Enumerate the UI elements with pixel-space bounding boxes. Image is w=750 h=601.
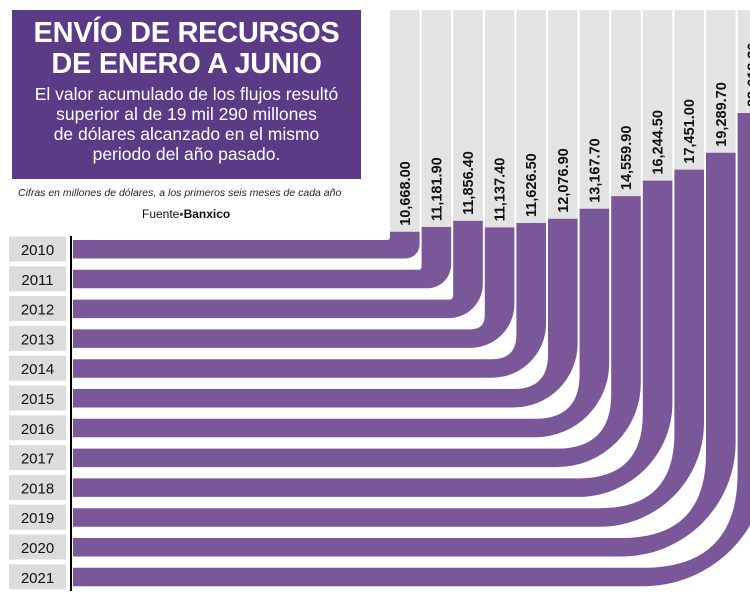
year-label-box [9, 296, 66, 322]
year-label-2011: 2011 [21, 272, 53, 289]
chart-subtitle: El valor acumulado de los flujos resultó… [12, 84, 361, 164]
bar-2015 [73, 218, 578, 408]
title-box: ENVÍO DE RECURSOS DE ENERO A JUNIO El va… [12, 10, 361, 179]
value-label-2010: 10,668.00 [398, 161, 414, 226]
bar-2011 [73, 227, 452, 289]
value-label-2016: 13,167.70 [587, 138, 603, 203]
bar-2010 [73, 231, 420, 259]
year-label-box [9, 564, 66, 590]
year-label-box [9, 504, 66, 530]
bars [73, 113, 750, 587]
year-label-2017: 2017 [21, 451, 54, 468]
year-label-2015: 2015 [21, 391, 54, 408]
chart-source: Fuente•Banxico [142, 207, 230, 221]
year-label-2021: 2021 [21, 570, 54, 587]
year-label-box [9, 385, 66, 411]
year-label-2010: 2010 [21, 242, 54, 259]
year-label-2014: 2014 [21, 361, 54, 378]
bar-2014 [73, 223, 546, 378]
year-label-box [9, 415, 66, 441]
column-background [548, 10, 578, 219]
value-label-2017: 14,559.90 [619, 126, 635, 191]
column-background [516, 10, 546, 223]
value-label-2019: 17,451.00 [682, 99, 698, 164]
year-label-2019: 2019 [21, 510, 54, 527]
value-label-2020: 19,289.70 [714, 82, 730, 147]
chart-title-line-2: DE ENERO A JUNIO [51, 48, 322, 80]
year-label-box [9, 236, 66, 262]
source-name: Banxico [183, 207, 231, 221]
subtitle-line: El valor acumulado de los flujos resultó [34, 84, 339, 104]
chart-title-line-1: ENVÍO DE RECURSOS [33, 17, 340, 49]
value-label-2012: 11,856.40 [461, 151, 477, 215]
year-label-box [9, 534, 66, 560]
column-background [642, 10, 673, 181]
year-labels: 2010 2011 2012 2013 2014 2015 2016 2017 2018 2019… [9, 236, 66, 590]
column-background [484, 10, 515, 228]
column-background [579, 10, 610, 209]
year-label-box [9, 474, 66, 500]
year-label-box [9, 445, 66, 471]
year-label-2016: 2016 [21, 421, 54, 438]
value-label-2018: 16,244.50 [651, 110, 667, 175]
column-background [737, 10, 750, 113]
subtitle-line: superior al de 19 mil 290 millones [56, 104, 317, 124]
source-label: Fuente [142, 207, 180, 221]
source-dot: • [179, 207, 184, 221]
column-backgrounds [390, 10, 750, 232]
bar-2012 [73, 220, 483, 319]
column-background [706, 10, 736, 153]
column-background [453, 10, 483, 221]
column-background [421, 10, 452, 227]
value-labels: 10,668.00 11,181.90 11,856.40 11,137.40 11,6… [398, 42, 750, 225]
column-background [674, 10, 704, 170]
subtitle-line: de dólares alcanzado en el mismo [53, 124, 320, 144]
year-label-box [9, 325, 66, 351]
chart-note: Cifras en millones de dólares, a los pri… [18, 187, 342, 199]
value-label-2011: 11,181.90 [429, 157, 445, 221]
bar-2019 [73, 169, 704, 527]
value-label-2021: 23,618.30 [745, 42, 750, 107]
bar-2013 [73, 227, 515, 348]
year-label-box [9, 355, 66, 381]
value-label-2013: 11,137.40 [493, 158, 509, 222]
value-label-2015: 12,076.90 [556, 148, 572, 213]
year-label-2012: 2012 [21, 302, 54, 319]
year-label-2018: 2018 [21, 480, 54, 497]
year-label-box [9, 266, 66, 292]
year-label-2013: 2013 [21, 331, 54, 348]
subtitle-line: periodo del año pasado. [92, 144, 281, 164]
year-label-2020: 2020 [21, 540, 54, 557]
column-background [390, 10, 420, 232]
value-label-2014: 11,626.50 [524, 153, 540, 217]
column-background [611, 10, 641, 197]
